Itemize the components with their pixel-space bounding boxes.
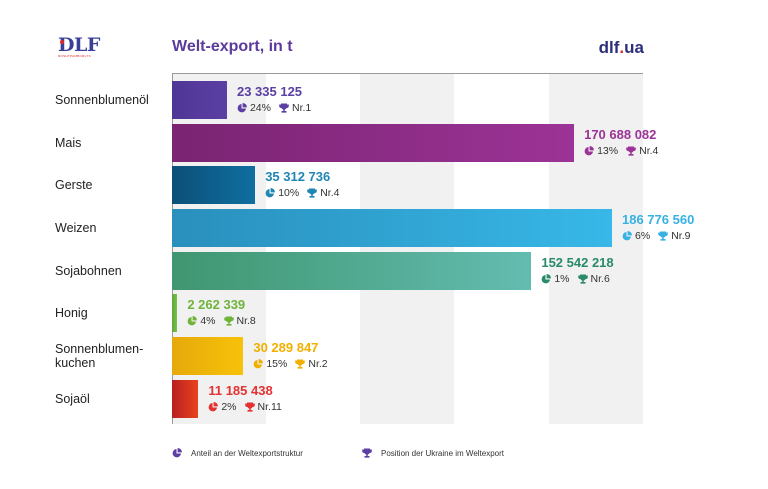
value-label: 30 289 847: [253, 340, 319, 355]
value-label: 170 688 082: [584, 127, 657, 142]
bar-meta: 24% Nr.1: [237, 102, 311, 114]
bar-meta: 1% Nr.6: [541, 273, 610, 285]
share-label: 24%: [249, 102, 271, 114]
site-link[interactable]: dlf.ua: [599, 38, 644, 58]
trophy-icon: [295, 359, 306, 369]
value-label: 35 312 736: [265, 169, 331, 184]
chart-title: Welt-export, in t: [172, 38, 293, 55]
bar-5: [172, 294, 178, 332]
plot-top-border: [172, 73, 643, 74]
trophy-icon: [626, 146, 636, 156]
bar-4: [172, 252, 532, 290]
category-label: Sonnenblumenöl: [55, 93, 149, 107]
bar-meta: 2% Nr.11: [208, 401, 282, 413]
pie-chart-icon: [622, 231, 632, 241]
category-label: Sojaöl: [55, 392, 90, 406]
bar-2: [172, 166, 256, 204]
category-label: Honig: [55, 306, 88, 320]
rank-label: Nr.8: [236, 315, 256, 327]
legend-share-label: Anteil an der Weltexportstruktur: [191, 448, 303, 458]
logo-text: DLF: [58, 34, 100, 56]
share-label: 10%: [278, 187, 300, 199]
trophy-icon: [244, 402, 255, 412]
logo-subtext: ROSHTPAMBORLTS: [58, 54, 91, 58]
pie-chart-icon: [541, 274, 552, 284]
value-label: 23 335 125: [236, 84, 303, 99]
category-label: Sojabohnen: [55, 264, 122, 278]
bar-0: [172, 81, 227, 119]
y-axis-line: [172, 73, 173, 424]
share-label: 15%: [266, 358, 288, 370]
category-label: Gerste: [55, 178, 93, 192]
trophy-icon: [658, 231, 668, 241]
bar-meta: 6% Nr.9: [622, 230, 690, 242]
bar-3: [172, 209, 612, 247]
rank-label: Nr.4: [639, 145, 659, 157]
value-label: 2 262 339: [187, 297, 246, 312]
bar-meta: 15% Nr.2: [253, 358, 328, 370]
value-label: 11 185 438: [208, 383, 273, 398]
rank-label: Nr.11: [257, 401, 282, 413]
share-label: 13%: [597, 145, 619, 157]
dlf-logo: DLF ROSHTPAMBORLTS: [58, 34, 106, 59]
rank-label: Nr.1: [291, 102, 312, 114]
legend-position-label: Position der Ukraine im Weltexport: [381, 448, 505, 458]
legend-item-position: Position der Ukraine im Weltexport: [362, 448, 504, 458]
value-label: 152 542 218: [541, 255, 614, 270]
category-label: Mais: [55, 136, 82, 150]
rank-label: Nr.9: [671, 230, 691, 242]
value-label: 186 776 560: [622, 212, 695, 227]
trophy-icon: [307, 188, 318, 198]
site-dot: .: [619, 38, 625, 57]
trophy-icon: [362, 448, 372, 458]
bar-meta: 4% Nr.8: [187, 315, 256, 327]
trophy-icon: [223, 316, 234, 326]
rank-label: Nr.6: [590, 273, 610, 285]
site-suffix: ua: [624, 38, 644, 57]
share-label: 6%: [635, 230, 651, 242]
pie-chart-icon: [172, 448, 182, 458]
share-label: 4%: [200, 315, 216, 327]
category-label: Weizen: [55, 221, 97, 235]
rank-label: Nr.4: [320, 187, 340, 199]
share-label: 2%: [221, 401, 237, 413]
bar-7: [172, 380, 199, 418]
category-label: Sonnenblumen-kuchen: [55, 342, 144, 370]
bar-6: [172, 337, 244, 375]
bar-meta: 10% Nr.4: [265, 187, 339, 199]
pie-chart-icon: [237, 103, 247, 113]
trophy-icon: [577, 274, 588, 284]
trophy-icon: [279, 103, 289, 113]
rank-label: Nr.2: [308, 358, 328, 370]
share-label: 1%: [554, 273, 570, 285]
pie-chart-icon: [265, 188, 276, 198]
logo-dot: [60, 40, 64, 44]
pie-chart-icon: [187, 316, 198, 326]
bar-1: [172, 124, 575, 162]
legend-item-share: Anteil an der Weltexportstruktur: [172, 448, 303, 458]
pie-chart-icon: [208, 402, 219, 412]
plot-area: 23 335 125 24% Nr.1 170 688 082 13% Nr.4 35 31…: [172, 73, 694, 424]
site-prefix: dlf: [598, 38, 620, 57]
pie-chart-icon: [253, 359, 264, 369]
bar-meta: 13% Nr.4: [584, 145, 658, 157]
pie-chart-icon: [584, 146, 595, 156]
